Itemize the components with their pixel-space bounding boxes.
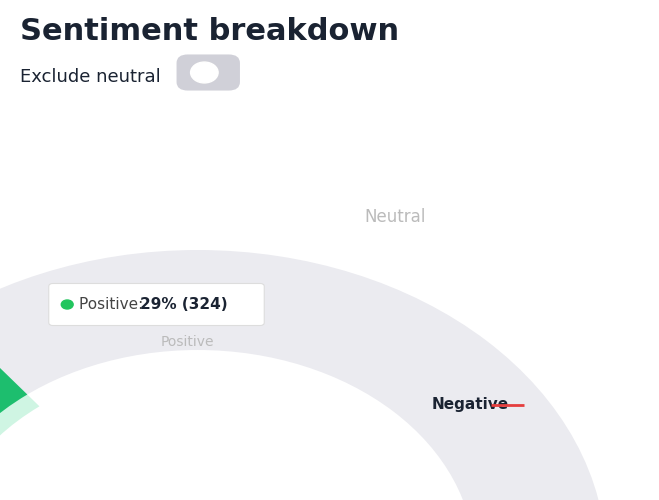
Text: Positive: Positive [161, 336, 215, 349]
Circle shape [61, 300, 73, 309]
FancyBboxPatch shape [177, 54, 240, 90]
FancyBboxPatch shape [49, 284, 264, 326]
Wedge shape [0, 316, 27, 500]
Text: Sentiment breakdown: Sentiment breakdown [20, 18, 399, 46]
Text: Positive:: Positive: [79, 297, 148, 312]
Text: Negative: Negative [432, 398, 509, 412]
Text: 29% (324): 29% (324) [140, 297, 228, 312]
Wedge shape [0, 250, 606, 500]
Text: Exclude neutral: Exclude neutral [20, 68, 161, 86]
Text: Neutral: Neutral [364, 208, 426, 226]
Wedge shape [0, 300, 40, 500]
Circle shape [190, 62, 218, 83]
